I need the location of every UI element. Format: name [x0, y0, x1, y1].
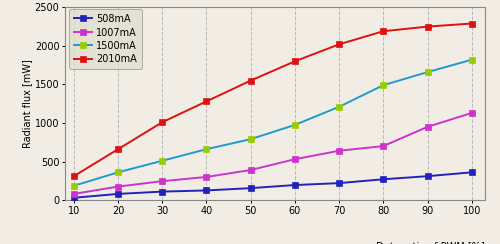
1500mA [380, 84, 386, 87]
508mA [424, 175, 430, 178]
2010mA [115, 148, 121, 151]
Line: 2010mA: 2010mA [70, 20, 475, 179]
1007mA [292, 158, 298, 161]
2010mA [204, 100, 210, 103]
Legend: 508mA, 1007mA, 1500mA, 2010mA: 508mA, 1007mA, 1500mA, 2010mA [69, 9, 142, 69]
Line: 1007mA: 1007mA [70, 110, 475, 197]
Line: 1500mA: 1500mA [70, 57, 475, 189]
508mA [380, 178, 386, 181]
1500mA [115, 171, 121, 174]
2010mA [380, 30, 386, 33]
1007mA [204, 175, 210, 178]
508mA [336, 182, 342, 184]
1007mA [248, 169, 254, 172]
508mA [71, 196, 77, 199]
1500mA [71, 184, 77, 187]
1500mA [292, 123, 298, 126]
1007mA [336, 149, 342, 152]
508mA [160, 190, 166, 193]
2010mA [424, 25, 430, 28]
1007mA [71, 193, 77, 195]
1007mA [160, 180, 166, 183]
1007mA [468, 112, 474, 114]
508mA [115, 193, 121, 195]
2010mA [160, 121, 166, 124]
Y-axis label: Radiant flux [mW]: Radiant flux [mW] [22, 59, 32, 148]
1007mA [380, 145, 386, 148]
1500mA [424, 71, 430, 73]
Line: 508mA: 508mA [70, 169, 475, 201]
1500mA [248, 138, 254, 141]
508mA [248, 187, 254, 190]
Text: Duty ratio of PWM [%]: Duty ratio of PWM [%] [376, 243, 485, 244]
508mA [292, 183, 298, 186]
2010mA [336, 43, 342, 46]
1007mA [424, 125, 430, 128]
2010mA [468, 22, 474, 25]
1500mA [468, 58, 474, 61]
508mA [204, 189, 210, 192]
2010mA [71, 175, 77, 178]
1500mA [336, 105, 342, 108]
508mA [468, 171, 474, 174]
1500mA [204, 148, 210, 151]
1500mA [160, 159, 166, 162]
1007mA [115, 185, 121, 188]
2010mA [248, 79, 254, 82]
2010mA [292, 60, 298, 63]
